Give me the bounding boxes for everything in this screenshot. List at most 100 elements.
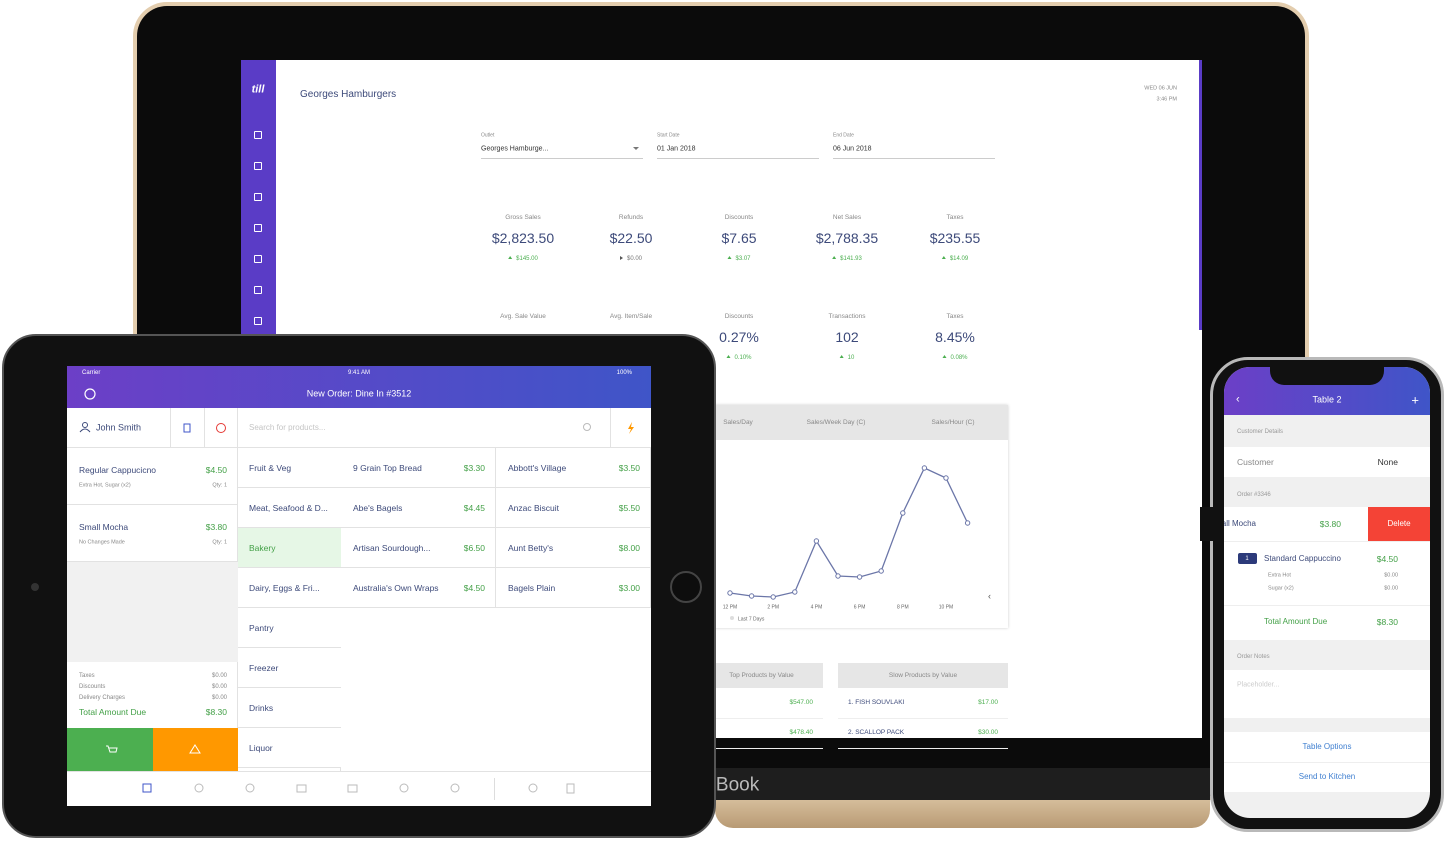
sidebar-icon[interactable] — [254, 162, 262, 170]
category[interactable] — [238, 488, 341, 528]
stat-label: Gross Sales — [505, 213, 541, 221]
scrollbar — [1199, 60, 1202, 330]
back-icon[interactable] — [84, 388, 96, 400]
stat-value: $22.50 — [609, 230, 653, 246]
table-options-button[interactable]: Table Options — [1302, 742, 1352, 751]
category[interactable] — [238, 648, 341, 688]
x-tick-label: 2 PM — [767, 604, 779, 610]
search-input[interactable]: Search for products... — [249, 423, 326, 432]
chart-tab[interactable]: Sales/Day — [723, 418, 753, 426]
category[interactable] — [238, 688, 341, 728]
tab-icon[interactable] — [245, 783, 255, 793]
tab-icon[interactable] — [399, 783, 409, 793]
sidebar-icon[interactable] — [254, 317, 262, 325]
tab-icon[interactable] — [528, 783, 538, 793]
cart-icon — [106, 745, 118, 753]
tab-icon[interactable] — [347, 784, 358, 793]
sidebar-icon[interactable] — [254, 193, 262, 201]
stat-change: $145.00 — [508, 256, 538, 262]
order-item-price: $3.80 — [205, 521, 227, 532]
back-icon[interactable]: ‹ — [1236, 393, 1240, 406]
order-item[interactable] — [67, 448, 238, 505]
tab-icon[interactable] — [296, 784, 307, 793]
product-tile[interactable] — [496, 448, 651, 488]
sidebar-icon[interactable] — [254, 286, 262, 294]
divider — [170, 408, 171, 448]
product-tile[interactable] — [496, 568, 651, 608]
modifier-name: Extra Hot — [1268, 572, 1291, 579]
product-name: Bagels Plain — [508, 582, 556, 593]
category[interactable] — [238, 568, 341, 608]
tab-icon[interactable] — [194, 783, 204, 793]
search-icon[interactable] — [583, 423, 591, 431]
x-tick-label: 6 PM — [854, 604, 866, 610]
chart-tab[interactable]: Sales/Week Day (C) — [806, 418, 866, 426]
stat-label: Discounts — [724, 312, 754, 320]
sidebar-icon[interactable] — [254, 255, 262, 263]
data-point — [964, 520, 971, 526]
order-item-note: No Changes Made — [79, 539, 125, 546]
tablet-header — [67, 366, 651, 408]
customer-value: None — [1377, 456, 1398, 467]
product-tile[interactable] — [496, 528, 651, 568]
product-tile[interactable] — [341, 528, 496, 568]
product-divider — [838, 718, 1008, 719]
chart-nav[interactable]: ‹ — [988, 591, 991, 601]
section-label: Order Notes — [1237, 654, 1270, 660]
total-row-label: Discounts — [79, 684, 106, 690]
category[interactable] — [238, 608, 341, 648]
notes-box[interactable] — [1224, 670, 1430, 718]
sidebar-icon[interactable] — [254, 131, 262, 139]
filter-value[interactable]: Georges Hamburge... — [481, 145, 549, 153]
chart-tab[interactable]: Sales/Hour (C) — [931, 418, 975, 426]
tab-icon[interactable] — [566, 783, 575, 794]
swiped-row — [1224, 507, 1368, 541]
tab-icon[interactable] — [142, 783, 152, 793]
tab-icon[interactable] — [450, 783, 460, 793]
send-kitchen-button[interactable]: Send to Kitchen — [1298, 772, 1356, 781]
alert-button[interactable] — [153, 728, 238, 771]
stat-label: Refunds — [618, 213, 644, 221]
total-divider — [1224, 605, 1430, 606]
product-price: $3.50 — [618, 462, 640, 473]
delete-label[interactable]: Delete — [1387, 519, 1411, 528]
stat-change: 10 — [840, 355, 855, 361]
product-divider — [700, 748, 823, 749]
total-row-value: $0.00 — [211, 684, 227, 690]
product-name: Artisan Sourdough... — [353, 542, 431, 553]
add-icon[interactable]: + — [1411, 392, 1419, 408]
products-header — [700, 663, 823, 688]
order-item[interactable] — [67, 505, 238, 562]
category-label: Pantry — [249, 622, 274, 633]
clear-icon[interactable] — [216, 423, 226, 433]
product-tile[interactable] — [496, 488, 651, 528]
stat-value: 0.27% — [719, 329, 759, 345]
x-tick-label: 12 PM — [723, 604, 737, 610]
note-icon[interactable] — [183, 423, 191, 433]
bolt-icon[interactable] — [628, 422, 634, 434]
category-label: Fruit & Veg — [249, 462, 292, 473]
divider — [610, 408, 611, 448]
product-name: Abe's Bagels — [353, 502, 403, 513]
data-point — [770, 594, 776, 600]
phone-total-value: $8.30 — [1376, 616, 1398, 627]
sidebar-icon[interactable] — [254, 224, 262, 232]
stat-value: 102 — [835, 329, 859, 345]
cart-button[interactable] — [67, 728, 153, 771]
stat-change-text: 0.10% — [734, 355, 752, 361]
category[interactable] — [238, 728, 341, 768]
section-label: Customer Details — [1237, 429, 1284, 435]
product-tile[interactable] — [341, 568, 496, 608]
delete-button[interactable] — [1368, 507, 1430, 541]
product-tile[interactable] — [341, 488, 496, 528]
stat-label: Discounts — [724, 213, 754, 221]
product-tile[interactable] — [341, 448, 496, 488]
x-tick-label: 10 PM — [939, 604, 953, 610]
product-name: Aunt Betty's — [508, 542, 554, 553]
filter-value[interactable]: 06 Jun 2018 — [833, 145, 872, 153]
filter-value[interactable]: 01 Jan 2018 — [657, 145, 696, 153]
category-label: Liquor — [249, 742, 273, 753]
category[interactable] — [238, 448, 341, 488]
category[interactable] — [238, 528, 341, 568]
